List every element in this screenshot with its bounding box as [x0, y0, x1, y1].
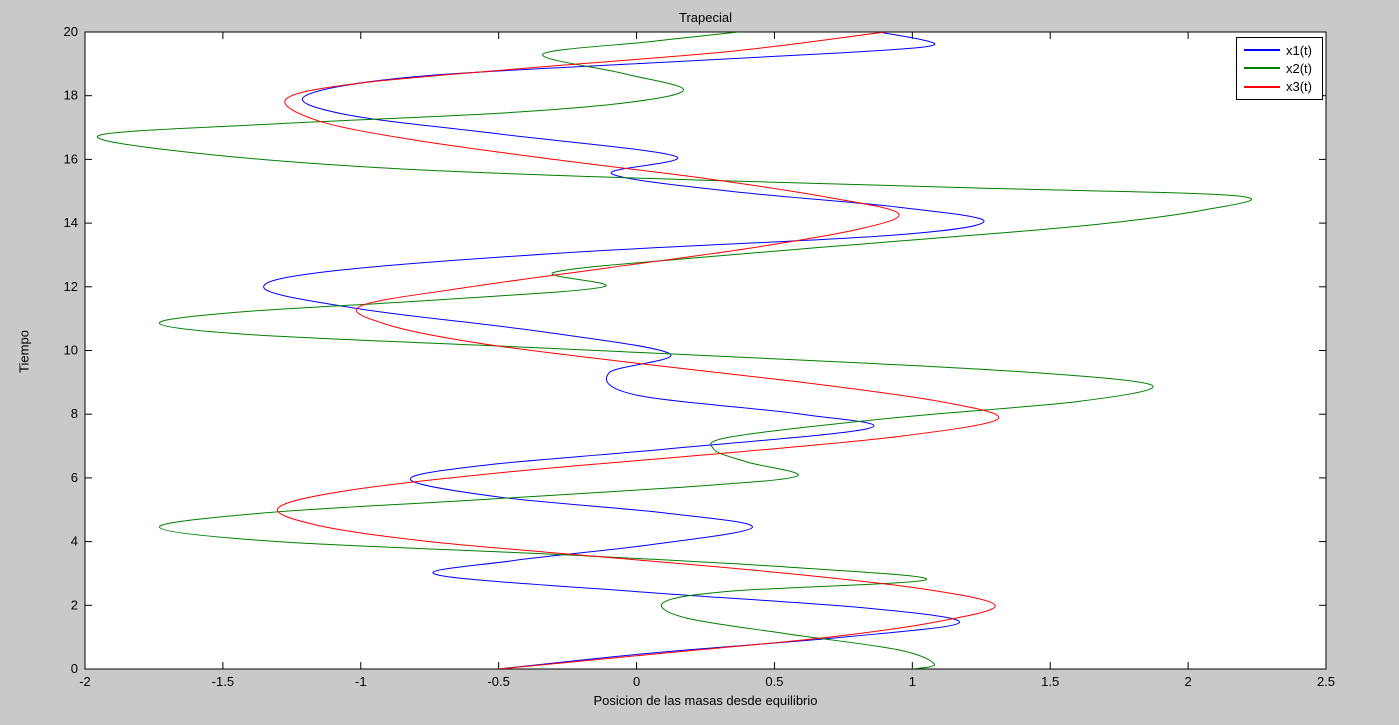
y-tick-label: 6: [71, 470, 78, 485]
x-tick-label: 0.5: [765, 674, 783, 689]
x-tick-label: -0.5: [487, 674, 509, 689]
x-tick-label: 1.5: [1041, 674, 1059, 689]
y-tick-label: 16: [64, 151, 78, 166]
y-tick-label: 12: [64, 279, 78, 294]
y-tick-label: 18: [64, 88, 78, 103]
x-tick-label: 2: [1184, 674, 1191, 689]
y-axis-label: Tiempo: [16, 330, 32, 373]
legend-entry-label: x3(t): [1286, 79, 1312, 95]
legend-line-sample: [1244, 67, 1280, 70]
plot-area: [84, 31, 1327, 670]
legend: x1(t) x2(t) x3(t): [1236, 37, 1323, 100]
y-tick-label: 0: [71, 661, 78, 676]
series-curve-1: [263, 32, 985, 669]
legend-entry-2: x2(t): [1237, 59, 1322, 77]
legend-entry-label: x1(t): [1286, 42, 1312, 58]
y-tick-label: 8: [71, 406, 78, 421]
legend-entry-label: x2(t): [1286, 60, 1312, 76]
legend-line-sample: [1244, 49, 1280, 52]
y-tick-label: 14: [64, 215, 78, 230]
x-axis-label: Posicion de las masas desde equilibrio: [593, 693, 818, 708]
legend-line-sample: [1244, 85, 1280, 88]
y-tick-label: 20: [64, 24, 78, 39]
y-tick-label: 10: [64, 343, 78, 358]
legend-entry-1: x1(t): [1237, 41, 1322, 59]
chart-title: Trapecial: [679, 10, 732, 25]
series-curve-2: [96, 32, 1252, 669]
x-tick-label: 0: [633, 674, 640, 689]
x-tick-label: 1: [909, 674, 916, 689]
legend-entry-3: x3(t): [1237, 78, 1322, 96]
x-tick-label: -1: [355, 674, 367, 689]
x-tick-label: 2.5: [1317, 674, 1335, 689]
y-tick-label: 2: [71, 597, 78, 612]
y-tick-label: 4: [71, 534, 78, 549]
series-curve-3: [276, 32, 1000, 669]
x-tick-label: -2: [79, 674, 91, 689]
x-tick-label: -1.5: [212, 674, 234, 689]
